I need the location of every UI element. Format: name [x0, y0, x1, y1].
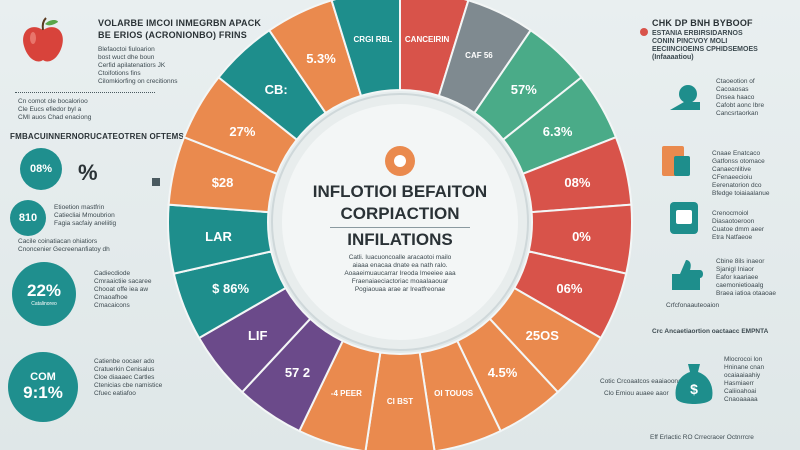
- ring-segment-label: OI TOUOS: [434, 388, 474, 398]
- sun-icon: [394, 155, 406, 167]
- left-top-title: VOLARBE IMCOI INMEGRBN APACK: [98, 18, 262, 28]
- pct-1b: %: [78, 160, 98, 185]
- ring-segment-label: 5.3%: [306, 51, 336, 67]
- right-top-title: CHK DP BNH BYBOOF: [652, 18, 753, 28]
- ring-segment-label: CAF 56: [465, 51, 493, 61]
- ring-segment-label: 4.5%: [487, 365, 518, 381]
- left-mid-text: Cn comot cle bocalorioo Cle Eucs efiedor …: [18, 98, 92, 121]
- left-divider: [15, 92, 155, 93]
- r1-text: Ctaoeotion of Cacoaosas Dnsea haaco Cafobt …: [716, 78, 765, 117]
- r5-caption: Crc Ancaetiaortion oactaacc EMPNTA: [652, 328, 769, 335]
- ring-segment-label: 08%: [564, 174, 591, 190]
- r4-text: Cbine 8ils inaeor SjanigI Iniaor Eafor kaa…: [716, 258, 776, 297]
- big-circle-2: COM 9:1%: [8, 352, 78, 422]
- thumbs-up-icon: [664, 256, 708, 298]
- r5-text: Mlocrocoi lon Hninane cnan ocaiaaiaahiy Has…: [724, 356, 765, 403]
- right-tag-1: [640, 28, 648, 36]
- ring-segment: [330, 0, 401, 98]
- ring-segment-label: 27%: [229, 124, 256, 139]
- apple-icon: [18, 16, 68, 66]
- wallet-icon: [664, 198, 704, 238]
- center-body: Catli. Iuacuoncoalle aracaotoi mailo aiaa…: [344, 254, 456, 293]
- ring-segment-label: CANCEIRIN: [404, 35, 450, 45]
- right-top-text: ESTANIA ERBIRSIDARNOS CONIN PINCVOY MOLI E…: [652, 30, 758, 61]
- r2-text: Cnaae Enatcaco Gatfonss otomace Canaecnlit…: [712, 150, 770, 197]
- center-rule: [330, 227, 470, 228]
- ring-segment-label: $28: [211, 174, 234, 190]
- ring-segment-label: -4 PEER: [330, 388, 362, 398]
- bottom-credit: Eff Erlactic RO Crrecracer Octnrrcre: [650, 434, 754, 441]
- center-title-1: INFLOTIOI BEFAITON: [312, 182, 488, 201]
- pct-circle-1: 08%: [20, 148, 62, 190]
- ring-segment-label: 06%: [556, 281, 583, 297]
- center-title-3: INFILATIONS: [347, 230, 453, 249]
- r3-text: Crenocmoiol Diasaotoeroon Cuatoe dmm aeer E…: [712, 210, 765, 241]
- big2-text: Catienbe oocaer ado Cratuerkin Cenisalus C…: [94, 358, 163, 397]
- ring-segment-label: 0%: [572, 228, 591, 244]
- left-bottom-lines: Cacile coinatiacan ohiatiors Cnoncenier G…: [18, 238, 110, 253]
- mid-caption: Cotic Crcoaatcos eaaiaoonaccon: [600, 378, 696, 385]
- ring-segment-label: CRGI RBL: [353, 35, 393, 45]
- hand-coin-icon: [666, 80, 706, 116]
- center-title-2: CORPIACTION: [340, 204, 460, 223]
- ring-segment-label: 57%: [510, 81, 537, 97]
- ring-segment-label: 6.3%: [542, 124, 573, 139]
- big1-text: Cadiecdiode Cmraaictiie sacaree Chooat off…: [94, 270, 152, 309]
- left-top-sub: BE ERIOS (ACRONIONBO) FRINS: [98, 30, 247, 40]
- center-badge: [385, 146, 415, 176]
- left-band-title: FMBACUINNERNORUCATEOTREN OFTEMS: [10, 132, 185, 141]
- big-circle-1: 22% Catalinoreo: [12, 262, 76, 326]
- left-top-text: Blefaoctoi fiuloarion bost wuct dhe boun C…: [98, 46, 178, 85]
- pct2-text: Etioetion mastfrin Catiecliai Mmoubrion Fa…: [54, 204, 117, 227]
- ring-segment-label: $ 86%: [212, 281, 250, 297]
- ring-segment-label: CI BST: [386, 397, 414, 406]
- ring-segment-label: LAR: [205, 228, 232, 244]
- ring-segment-label: 25OS: [525, 328, 559, 344]
- ring-segment-label: LIF: [247, 328, 268, 344]
- money-bag-icon: $: [672, 354, 716, 410]
- svg-text:$: $: [690, 381, 698, 397]
- ring-segment-label: 57 2: [284, 365, 311, 381]
- arrow-icon: [152, 178, 160, 186]
- ring-segment-label: CB:: [264, 81, 288, 97]
- r4-caption: Crfcfonaauteoaion: [666, 302, 720, 309]
- mid-caption-2: Clo Emiou auaee aaor: [604, 390, 669, 397]
- receipt-icon: [656, 142, 696, 182]
- pct-circle-2: 810: [10, 200, 46, 236]
